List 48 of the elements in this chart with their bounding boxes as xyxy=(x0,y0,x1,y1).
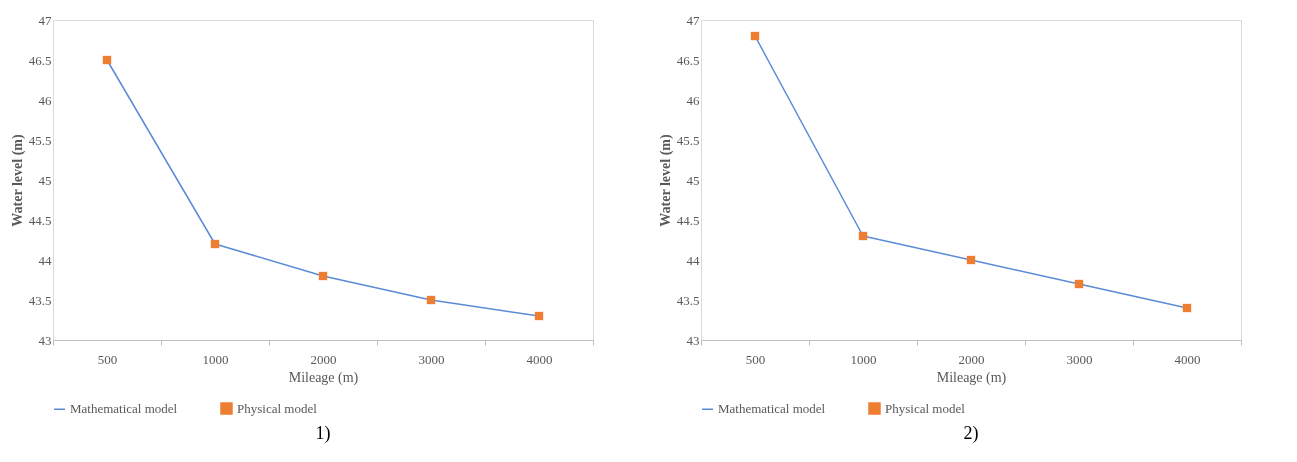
legend-label: Physical model xyxy=(885,400,966,416)
y-tick-label: 45.5 xyxy=(676,132,700,148)
point xyxy=(426,295,436,305)
y-tick-label: 46.5 xyxy=(676,52,700,68)
y-tick-label: 43 xyxy=(686,332,700,348)
point xyxy=(210,239,220,249)
y-tick-label: 43.5 xyxy=(676,292,700,308)
legend-label: Physical model xyxy=(237,400,318,416)
y-tick-label: 45.5 xyxy=(28,132,52,148)
y-tick-label: 44.5 xyxy=(676,212,700,228)
x-tick-label: 2000 xyxy=(958,351,985,367)
point xyxy=(1182,303,1192,313)
y-axis-title: Water level (m) xyxy=(9,134,26,227)
x-axis-title: Mileage (m) xyxy=(936,369,1007,386)
point xyxy=(1074,279,1084,289)
text: 1) xyxy=(315,423,331,444)
y-tick-label: 44 xyxy=(38,252,52,268)
point xyxy=(966,255,976,265)
y-axis-title: Water level (m) xyxy=(657,134,674,227)
x-tick-label: 4000 xyxy=(1174,351,1201,367)
x-tick-label: 2000 xyxy=(310,351,337,367)
x-axis-title: Mileage (m) xyxy=(288,369,359,386)
y-tick-label: 44 xyxy=(686,252,700,268)
y-tick-label: 46 xyxy=(686,92,700,108)
y-tick-label: 44.5 xyxy=(28,212,52,228)
text: 2) xyxy=(963,423,979,444)
x-tick-label: 500 xyxy=(745,351,766,367)
point xyxy=(102,55,112,65)
point xyxy=(858,231,868,241)
point xyxy=(318,271,328,281)
x-tick-label: 500 xyxy=(97,351,118,367)
x-tick-label: 4000 xyxy=(526,351,553,367)
x-tick-label: 1000 xyxy=(850,351,877,367)
legend-label: Mathematical model xyxy=(718,401,826,417)
point xyxy=(534,311,544,321)
y-tick-label: 43 xyxy=(38,332,52,348)
y-tick-label: 45 xyxy=(686,172,700,188)
x-tick-label: 3000 xyxy=(418,351,445,367)
point xyxy=(750,31,760,41)
y-tick-label: 43.5 xyxy=(28,292,52,308)
y-tick-label: 45 xyxy=(38,172,52,188)
y-tick-label: 47 xyxy=(686,12,700,28)
x-tick-label: 1000 xyxy=(202,351,229,367)
y-tick-label: 46.5 xyxy=(28,52,52,68)
legend-label: Mathematical model xyxy=(70,401,178,417)
y-tick-label: 46 xyxy=(38,92,52,108)
y-tick-label: 47 xyxy=(38,12,52,28)
x-tick-label: 3000 xyxy=(1066,351,1093,367)
